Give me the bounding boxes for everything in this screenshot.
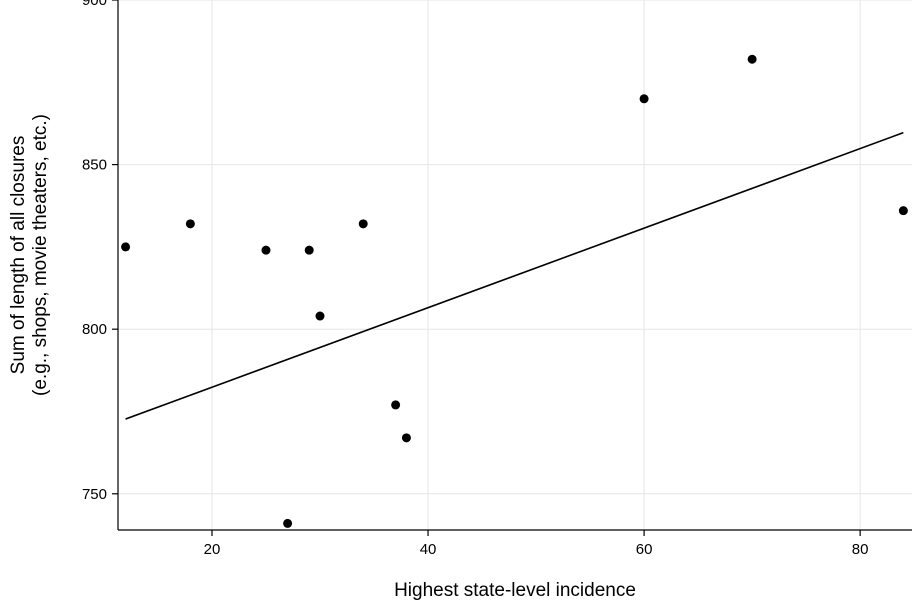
fit-line [125,131,904,420]
y-axis-title-line-2: (e.g., shops, movie theaters, etc.) [30,114,51,396]
data-point [639,94,649,104]
y-tick-label: 850 [82,157,107,174]
y-tick-label: 750 [82,486,107,503]
y-axis-title-line-1: Sum of length of all closures [8,136,29,375]
data-point [121,242,131,252]
data-point [747,54,757,64]
data-points [121,54,908,528]
data-point [391,400,401,410]
data-point [261,245,271,255]
axes: 750 800 850 900 20 40 60 80 [82,0,912,558]
y-axis-title: Sum of length of all closures (e.g., sho… [8,114,51,396]
grid-lines [118,0,912,530]
data-point [401,433,411,443]
data-point [898,206,908,216]
y-tick-label: 900 [82,0,107,9]
axis-labels: Highest state-level incidence Sum of len… [8,114,636,601]
data-point [283,518,293,528]
x-tick-label: 20 [204,541,221,558]
data-point [304,245,314,255]
y-tick-label: 800 [82,321,107,338]
data-point [185,219,195,229]
fit-line-layer [125,131,904,420]
data-point [315,311,325,321]
x-tick-label: 60 [636,541,653,558]
data-point [358,219,368,229]
x-tick-label: 80 [852,541,869,558]
x-tick-label: 40 [420,541,437,558]
x-axis-title: Highest state-level incidence [394,580,636,601]
